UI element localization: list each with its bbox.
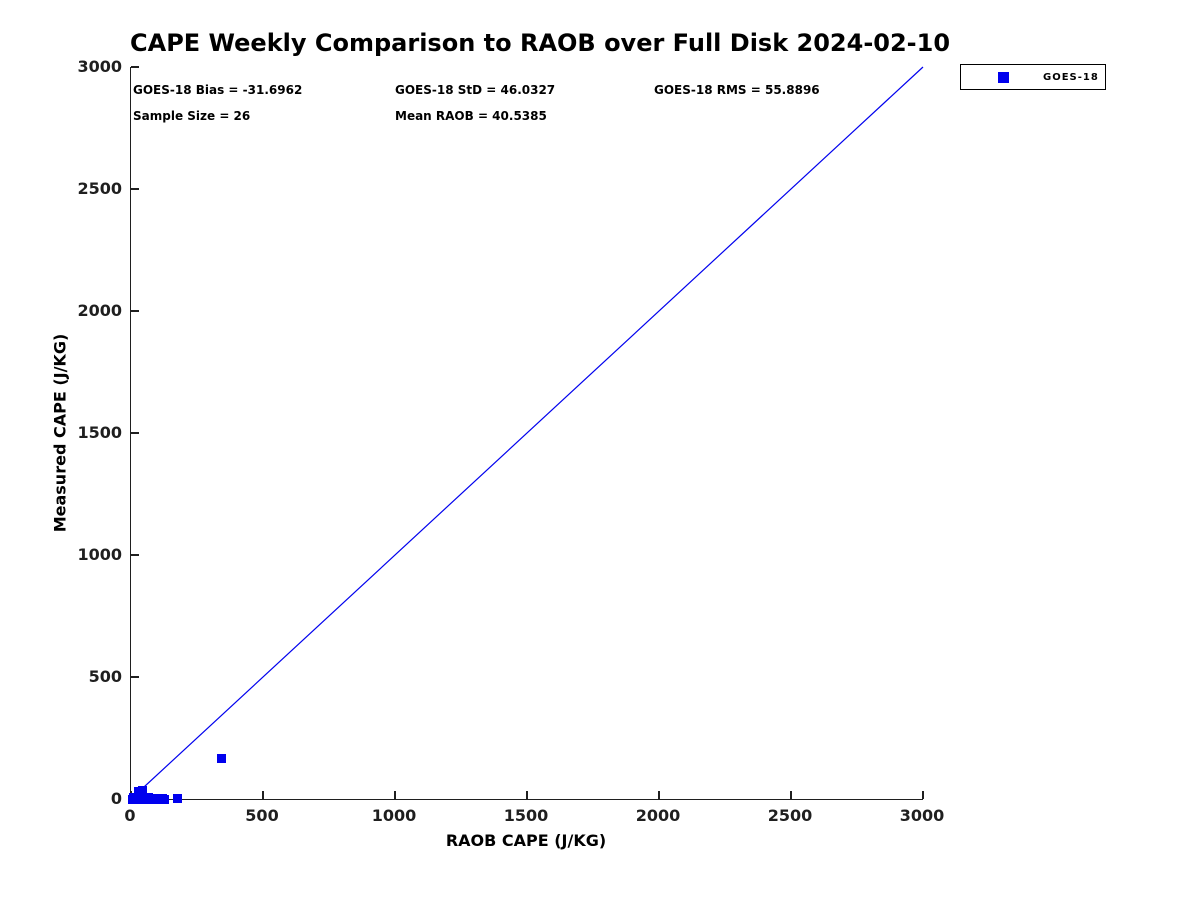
y-tick-mark xyxy=(131,310,139,312)
y-tick-mark xyxy=(131,66,139,68)
x-axis-label: RAOB CAPE (J/KG) xyxy=(445,831,607,850)
y-tick-label: 2500 xyxy=(77,179,122,198)
y-tick-label: 1000 xyxy=(77,545,122,564)
legend-square-marker-icon xyxy=(998,72,1009,83)
y-tick-label: 3000 xyxy=(77,57,122,76)
y-tick-mark xyxy=(131,188,139,190)
chart-title: CAPE Weekly Comparison to RAOB over Full… xyxy=(130,29,951,57)
x-tick-label: 1500 xyxy=(503,806,549,825)
stat-mean-raob-text: Mean RAOB = 40.5385 xyxy=(395,109,547,123)
x-tick-label: 2500 xyxy=(767,806,813,825)
x-tick-label: 0 xyxy=(124,806,136,825)
legend: GOES-18 xyxy=(960,64,1106,90)
identity-line xyxy=(130,66,924,800)
x-tick-mark xyxy=(658,791,660,799)
data-point xyxy=(160,794,170,804)
stat-bias-text: GOES-18 Bias = -31.6962 xyxy=(133,83,303,97)
y-tick-label: 0 xyxy=(110,789,122,808)
y-tick-mark xyxy=(131,676,139,678)
x-tick-label: 1000 xyxy=(371,806,417,825)
legend-series-label: GOES-18 xyxy=(1043,72,1099,83)
x-tick-mark xyxy=(526,791,528,799)
x-tick-label: 2000 xyxy=(635,806,681,825)
stat-std-text: GOES-18 StD = 46.0327 xyxy=(395,83,556,97)
x-tick-label: 3000 xyxy=(899,806,945,825)
stat-rms-text: GOES-18 RMS = 55.8896 xyxy=(654,83,820,97)
x-tick-mark xyxy=(394,791,396,799)
y-tick-mark xyxy=(131,554,139,556)
x-tick-mark xyxy=(790,791,792,799)
y-tick-label: 1500 xyxy=(77,423,122,442)
y-tick-label: 500 xyxy=(88,667,122,686)
data-point xyxy=(173,794,183,803)
data-point xyxy=(216,753,226,763)
y-tick-mark xyxy=(131,432,139,434)
x-tick-mark xyxy=(262,791,264,799)
x-tick-label: 500 xyxy=(245,806,279,825)
y-tick-label: 2000 xyxy=(77,301,122,320)
stat-sample-size-text: Sample Size = 26 xyxy=(133,109,251,123)
data-point xyxy=(143,792,153,802)
plot-area xyxy=(127,66,924,804)
x-tick-mark xyxy=(922,791,924,799)
data-point xyxy=(131,792,141,802)
